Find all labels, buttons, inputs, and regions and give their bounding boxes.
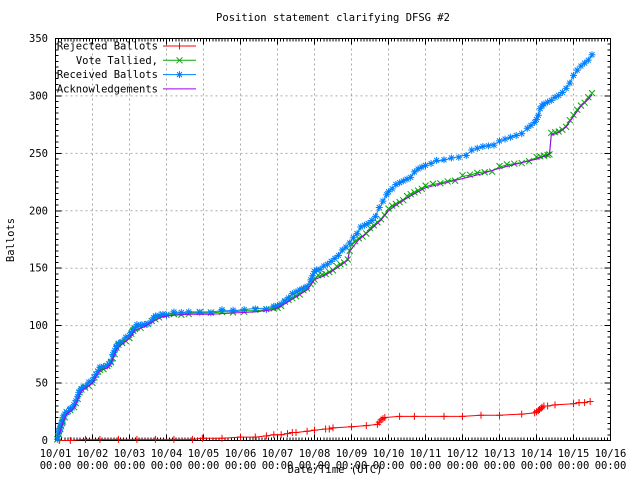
series-markers-rejected-ballots [55, 397, 594, 444]
x-tick-label-date: 10/02 [77, 448, 109, 460]
series-line-rejected-ballots [59, 400, 591, 441]
gridlines [55, 38, 611, 441]
y-tick-label: 0 [42, 435, 48, 447]
y-tick-label: 50 [35, 378, 48, 390]
legend: Rejected Ballots Vote Tallied, Received … [57, 41, 196, 95]
x-tick-label-date: 10/01 [40, 448, 72, 460]
plot-grid [55, 38, 611, 441]
x-tick-label-date: 10/11 [410, 448, 442, 460]
series-rejected-ballots [55, 397, 594, 444]
series-markers-received-ballots [53, 51, 596, 443]
y-tick-label: 350 [29, 33, 48, 45]
x-tick-label-time: 00:00 [262, 460, 294, 472]
y-tick-label: 100 [29, 320, 48, 332]
legend-label-received-ballots: Received Ballots [57, 69, 158, 81]
series-line-acknowledgements [58, 94, 593, 435]
x-tick-label-time: 00:00 [336, 460, 368, 472]
x-tick-label-time: 00:00 [114, 460, 146, 472]
x-tick-label-time: 00:00 [151, 460, 183, 472]
x-tick-label-date: 10/04 [151, 448, 183, 460]
plot-frame [55, 38, 611, 441]
x-tick-label-date: 10/10 [373, 448, 405, 460]
x-tick-label-time: 00:00 [558, 460, 590, 472]
legend-sample-marker [176, 71, 183, 79]
plot-border [55, 38, 611, 441]
legend-sample-marker [176, 42, 183, 50]
y-tick-label: 200 [29, 205, 48, 217]
x-tick-label-date: 10/14 [521, 448, 553, 460]
x-tick-label-date: 10/16 [595, 448, 627, 460]
tick-marks [55, 38, 611, 441]
x-tick-label-date: 10/12 [447, 448, 479, 460]
x-tick-label-date: 10/03 [114, 448, 146, 460]
x-tick-label-time: 00:00 [484, 460, 516, 472]
x-tick-label-date: 10/15 [558, 448, 590, 460]
x-tick-label-date: 10/06 [225, 448, 257, 460]
x-tick-label-time: 00:00 [225, 460, 257, 472]
x-tick-label-time: 00:00 [521, 460, 553, 472]
x-tick-label-time: 00:00 [447, 460, 479, 472]
x-tick-label-time: 00:00 [77, 460, 109, 472]
chart-title: Position statement clarifying DFSG #2 [216, 12, 450, 24]
legend-label-rejected-ballots: Rejected Ballots [57, 41, 158, 53]
x-tick-label-date: 10/07 [262, 448, 294, 460]
series-line-received-ballots [56, 55, 593, 439]
legend-sample-marker [176, 56, 183, 64]
x-tick-label-date: 10/05 [188, 448, 220, 460]
x-tick-label-time: 00:00 [595, 460, 627, 472]
x-axis-label: Date/Time (UTC) [288, 464, 383, 476]
legend-label-acknowledgements: Acknowledgements [57, 83, 158, 95]
series-received-ballots [53, 51, 596, 443]
x-tick-label-date: 10/09 [336, 448, 368, 460]
axis-ticks [55, 38, 611, 441]
y-tick-label: 250 [29, 148, 48, 160]
x-tick-label-date: 10/08 [299, 448, 331, 460]
x-tick-label-time: 00:00 [299, 460, 331, 472]
x-tick-label-time: 00:00 [410, 460, 442, 472]
x-tick-label-time: 00:00 [373, 460, 405, 472]
x-tick-label-time: 00:00 [40, 460, 72, 472]
y-tick-label: 300 [29, 90, 48, 102]
x-tick-label-time: 00:00 [188, 460, 220, 472]
series-acknowledgements [58, 94, 593, 435]
x-tick-label-date: 10/13 [484, 448, 516, 460]
legend-label-vote-tallied: Vote Tallied, [76, 55, 158, 67]
y-axis-label: Ballots [5, 218, 17, 262]
y-tick-label: 150 [29, 263, 48, 275]
axis-labels: 05010015020025030035010/0100:0010/0200:0… [29, 33, 626, 472]
data-series [53, 51, 596, 444]
